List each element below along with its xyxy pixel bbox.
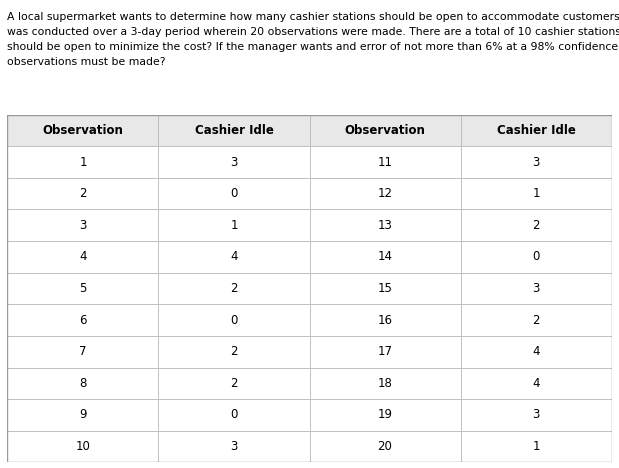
- Text: 4: 4: [532, 345, 540, 358]
- Text: 11: 11: [378, 155, 392, 168]
- Bar: [7, 336, 158, 367]
- Bar: [158, 304, 310, 336]
- Text: was conducted over a 3-day period wherein 20 observations were made. There are a: was conducted over a 3-day period wherei…: [7, 27, 619, 37]
- Text: 4: 4: [532, 377, 540, 390]
- Text: 6: 6: [79, 314, 87, 327]
- Text: 1: 1: [230, 219, 238, 232]
- Bar: [461, 273, 612, 304]
- Text: 0: 0: [532, 250, 540, 263]
- Text: A local supermarket wants to determine how many cashier stations should be open : A local supermarket wants to determine h…: [7, 12, 619, 22]
- Bar: [7, 178, 158, 210]
- Bar: [7, 399, 158, 431]
- Text: observations must be made?: observations must be made?: [7, 57, 166, 67]
- Bar: [7, 273, 158, 304]
- Text: Observation: Observation: [43, 124, 123, 137]
- Text: 3: 3: [79, 219, 87, 232]
- Text: Observation: Observation: [345, 124, 425, 137]
- Text: 1: 1: [79, 155, 87, 168]
- Bar: [158, 431, 310, 462]
- Text: 7: 7: [79, 345, 87, 358]
- Text: 15: 15: [378, 282, 392, 295]
- Text: 9: 9: [79, 409, 87, 422]
- Bar: [310, 431, 461, 462]
- Bar: [158, 115, 310, 146]
- Bar: [310, 178, 461, 210]
- Text: 17: 17: [378, 345, 392, 358]
- Text: 19: 19: [378, 409, 392, 422]
- Bar: [310, 367, 461, 399]
- Bar: [158, 146, 310, 178]
- Text: 2: 2: [532, 314, 540, 327]
- Text: should be open to minimize the cost? If the manager wants and error of not more : should be open to minimize the cost? If …: [7, 42, 619, 52]
- Text: 18: 18: [378, 377, 392, 390]
- Text: 2: 2: [230, 282, 238, 295]
- Text: 2: 2: [79, 187, 87, 200]
- Text: 3: 3: [230, 440, 238, 453]
- Bar: [461, 336, 612, 367]
- Bar: [461, 367, 612, 399]
- Bar: [158, 241, 310, 273]
- Text: 12: 12: [378, 187, 392, 200]
- Bar: [461, 146, 612, 178]
- Text: 20: 20: [378, 440, 392, 453]
- Text: 2: 2: [230, 345, 238, 358]
- Text: 13: 13: [378, 219, 392, 232]
- Bar: [7, 115, 158, 146]
- Bar: [158, 273, 310, 304]
- Bar: [158, 367, 310, 399]
- Bar: [7, 431, 158, 462]
- Text: 10: 10: [76, 440, 90, 453]
- Bar: [7, 241, 158, 273]
- Bar: [310, 115, 461, 146]
- Text: 8: 8: [79, 377, 87, 390]
- Bar: [158, 178, 310, 210]
- Bar: [158, 399, 310, 431]
- Text: 1: 1: [532, 187, 540, 200]
- Bar: [461, 115, 612, 146]
- Bar: [7, 210, 158, 241]
- Bar: [461, 241, 612, 273]
- Text: Cashier Idle: Cashier Idle: [496, 124, 576, 137]
- Text: Cashier Idle: Cashier Idle: [194, 124, 274, 137]
- Text: 0: 0: [230, 314, 238, 327]
- Bar: [7, 367, 158, 399]
- Bar: [310, 399, 461, 431]
- Bar: [310, 304, 461, 336]
- Bar: [7, 304, 158, 336]
- Text: 1: 1: [532, 440, 540, 453]
- Text: 14: 14: [378, 250, 392, 263]
- Bar: [158, 210, 310, 241]
- Bar: [7, 146, 158, 178]
- Text: 0: 0: [230, 409, 238, 422]
- Text: 3: 3: [532, 155, 540, 168]
- Bar: [461, 210, 612, 241]
- Text: 2: 2: [532, 219, 540, 232]
- Bar: [461, 431, 612, 462]
- Text: 3: 3: [532, 282, 540, 295]
- Bar: [310, 146, 461, 178]
- Bar: [310, 210, 461, 241]
- Text: 0: 0: [230, 187, 238, 200]
- Text: 4: 4: [79, 250, 87, 263]
- Text: 16: 16: [378, 314, 392, 327]
- Bar: [158, 336, 310, 367]
- Text: 3: 3: [532, 409, 540, 422]
- Text: 4: 4: [230, 250, 238, 263]
- Text: 2: 2: [230, 377, 238, 390]
- Bar: [310, 241, 461, 273]
- Bar: [461, 178, 612, 210]
- Bar: [461, 304, 612, 336]
- Bar: [310, 336, 461, 367]
- Bar: [461, 399, 612, 431]
- Text: 5: 5: [79, 282, 87, 295]
- Bar: [310, 273, 461, 304]
- Text: 3: 3: [230, 155, 238, 168]
